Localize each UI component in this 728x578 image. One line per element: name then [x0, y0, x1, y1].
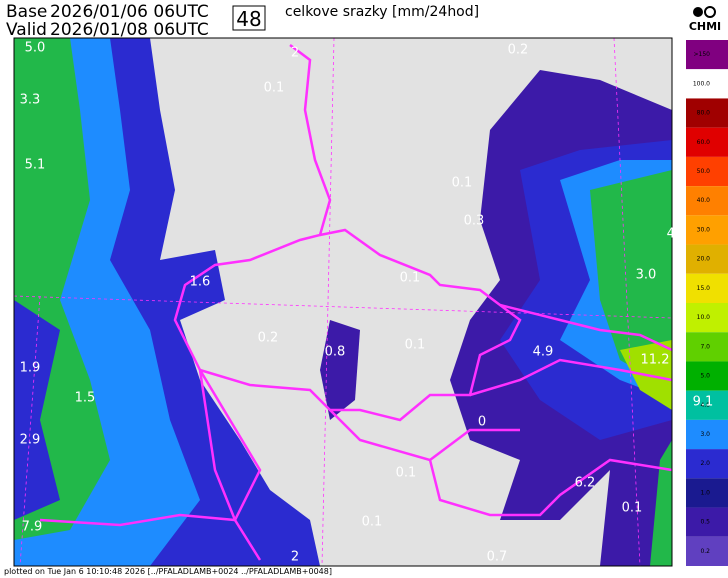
legend-swatch	[686, 507, 728, 537]
value-label: 0.2	[258, 331, 279, 346]
precip-blue-2	[14, 300, 60, 520]
value-label: 0.2	[508, 43, 529, 58]
grid-line	[613, 37, 641, 567]
border	[39, 44, 332, 527]
value-label: 5.0	[25, 41, 46, 56]
value-label: 11.2	[641, 353, 670, 368]
borders	[39, 44, 673, 561]
legend-swatch	[686, 536, 728, 566]
value-label: 3.0	[636, 268, 657, 283]
value-label: 0.1	[452, 176, 473, 191]
grid-line	[13, 295, 673, 319]
map	[13, 37, 673, 567]
value-label: 0.1	[264, 81, 285, 96]
title: celkove srazky [mm/24hod]	[285, 4, 479, 20]
legend-label: 50.0	[697, 168, 711, 175]
valid-time: 2026/01/08 06UTC	[50, 20, 209, 40]
value-label: 3.3	[20, 93, 41, 108]
legend-swatch	[686, 69, 728, 99]
value-label: 6.2	[575, 476, 596, 491]
precip-green-3	[590, 170, 672, 390]
value-label: 0.1	[405, 338, 426, 353]
legend-label: 60.0	[697, 139, 711, 146]
value-label: 2	[291, 550, 299, 565]
step: 48	[236, 7, 261, 31]
graticule	[13, 37, 673, 567]
value-label: 4.9	[533, 345, 554, 360]
value-label: 0.8	[325, 345, 346, 360]
legend-swatch	[686, 40, 728, 70]
border	[198, 369, 262, 561]
border	[429, 428, 520, 461]
value-label: 0.3	[464, 214, 485, 229]
border	[329, 409, 673, 517]
value-label: 0.1	[362, 515, 383, 530]
valid-label: Valid	[6, 20, 47, 40]
legend-label: 5.0	[700, 373, 710, 380]
border	[499, 303, 673, 352]
value-label: 7.9	[22, 520, 43, 535]
legend-swatch	[686, 273, 728, 303]
legend-swatch	[686, 127, 728, 157]
legend-swatch	[686, 419, 728, 450]
legend-swatch	[686, 478, 728, 508]
legend-swatch	[686, 156, 728, 187]
border	[469, 358, 673, 397]
value-label: 9.1	[693, 395, 714, 410]
map-frame	[13, 37, 673, 567]
logo-mark	[704, 6, 716, 18]
legend-label: 3.0	[700, 431, 710, 438]
value-label: 5.1	[25, 158, 46, 173]
map-values: 5.0 3.3 5.1 1.6 0.2 0.8 0.1 1.9 1.5 2.9 0.1 0.1 7.9 0…	[20, 41, 714, 565]
legend-swatch	[686, 215, 728, 245]
value-label: 0.1	[622, 501, 643, 516]
legend-label: 10.0	[697, 314, 711, 321]
value-label: 2	[291, 46, 299, 61]
legend-label: 7.0	[700, 343, 710, 350]
legend-swatch	[686, 244, 728, 274]
legend-label: 30.0	[697, 226, 711, 233]
value-label: 0	[478, 415, 486, 430]
legend-swatch	[686, 98, 728, 128]
legend-label: 15.0	[697, 285, 711, 292]
legend-label: >150	[694, 51, 711, 58]
legend-label: 4.0	[700, 402, 710, 409]
legend-swatch	[686, 303, 728, 333]
base-label: Base	[6, 2, 47, 22]
legend-label: 2.0	[700, 460, 710, 467]
value-label: 1.6	[190, 275, 211, 290]
border	[199, 228, 522, 422]
legend-swatch	[686, 390, 728, 420]
precip-patch	[320, 320, 360, 420]
legend-label: 40.0	[697, 197, 711, 204]
legend-swatch	[686, 332, 728, 362]
legend-label: 100.0	[693, 80, 710, 87]
legend-label: 20.0	[697, 256, 711, 263]
value-label: 4.2	[667, 227, 688, 242]
value-label: 0.7	[487, 550, 508, 565]
precip-green-4	[650, 440, 672, 566]
value-label: 1.9	[20, 361, 41, 376]
footer: plotted on Tue Jan 6 10:10:48 2026 [../P…	[4, 567, 332, 576]
value-label: 0.1	[400, 271, 421, 286]
legend-label: 1.0	[700, 489, 710, 496]
legend-label: 80.0	[697, 110, 711, 117]
legend: >150 100.0 80.0 60.0 50.0 40.0 30.0 20.0 15.0 10.…	[686, 40, 728, 566]
legend-swatch	[686, 449, 728, 479]
logo-mark	[693, 7, 703, 17]
grid-line	[321, 37, 335, 567]
value-label: 2.9	[20, 433, 41, 448]
value-label: 1.5	[75, 391, 96, 406]
legend-label: 0.2	[700, 548, 710, 555]
legend-label: 0.5	[700, 519, 710, 526]
value-label: 0.1	[396, 466, 417, 481]
step-box	[232, 5, 266, 31]
legend-swatch	[686, 361, 728, 391]
logo: CHMI	[689, 20, 721, 33]
base-time: 2026/01/06 06UTC	[50, 2, 209, 22]
legend-swatch	[686, 186, 728, 216]
